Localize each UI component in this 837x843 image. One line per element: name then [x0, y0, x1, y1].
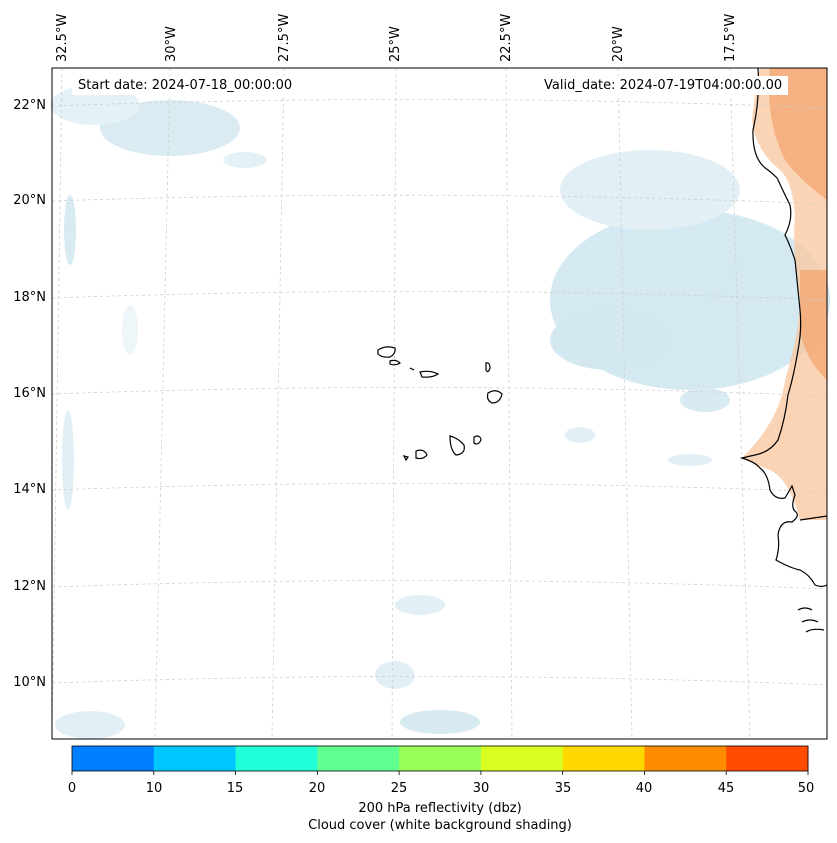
parallel-line [51, 387, 828, 397]
start-date-label: Start date: 2024-07-18_00:00:00 [72, 76, 299, 95]
colorbar-tick-label: 15 [226, 781, 244, 796]
colorbar-segment [644, 746, 727, 771]
parallel-line [51, 291, 828, 301]
meridian-line [271, 67, 285, 740]
parallel-line [51, 676, 828, 686]
meridian-line [51, 67, 63, 740]
reflectivity-core [769, 68, 827, 200]
cloud-patch [395, 595, 445, 615]
meridian-line [505, 67, 513, 740]
cloud-patch [560, 150, 740, 230]
island-sal [485, 362, 491, 373]
coastline [739, 67, 828, 633]
colorbar-segment [399, 746, 482, 771]
colorbar-segment [235, 746, 318, 771]
island-fogo [415, 449, 428, 460]
island-santo-antao [377, 346, 396, 358]
cloud-patch [375, 661, 415, 689]
cloud-patch [550, 310, 670, 370]
colorbar-frame [71, 745, 809, 772]
lon-label: 27.5°W [277, 13, 292, 62]
valid-date-label: Valid_date: 2024-07-19T04:00:00.00 [538, 76, 789, 95]
lat-label: 16°N [13, 386, 46, 401]
colorbar-tick-label: 40 [635, 781, 653, 796]
lon-label: 20°W [611, 26, 626, 62]
island-sao-vicente [389, 359, 401, 366]
lat-label: 20°N [13, 193, 46, 208]
colorbar-segment [317, 746, 400, 771]
lat-label: 22°N [13, 98, 46, 113]
colorbar-tick-label: 0 [67, 781, 77, 796]
meridian-line [154, 67, 171, 740]
cloud-shading [50, 85, 830, 739]
bissagos-islands [797, 607, 825, 633]
graticule [51, 67, 828, 740]
island-maio [473, 435, 482, 445]
cloud-patch [565, 427, 595, 443]
colorbar-tick-label: 30 [472, 781, 490, 796]
colorbar-segment [480, 746, 564, 771]
africa-coast [739, 67, 828, 588]
island-santiago [449, 435, 465, 456]
colorbar-segment [726, 746, 809, 771]
reflectivity-core [800, 270, 827, 380]
colorbar-ticks [71, 771, 809, 775]
cloud-patch [55, 711, 125, 739]
meridian-line [729, 67, 751, 740]
reflectivity-shading [742, 68, 827, 520]
cloud-patch [680, 388, 730, 412]
island-sao-nicolau [419, 370, 440, 378]
colorbar-segment [562, 746, 645, 771]
parallel-line [51, 99, 828, 109]
colorbar-tick-label: 45 [717, 781, 735, 796]
cloud-patch [122, 305, 138, 355]
lat-label: 18°N [13, 290, 46, 305]
colorbar-tick-label: 35 [554, 781, 572, 796]
cloud-patch [400, 710, 480, 734]
meridian-line [391, 67, 397, 740]
colorbar-tick-label: 20 [308, 781, 326, 796]
colorbar-sublabel: Cloud cover (white background shading) [308, 818, 572, 833]
parallel-line [51, 194, 828, 205]
cloud-patch [64, 195, 76, 265]
parallel-line [51, 580, 828, 590]
gambia-border [799, 515, 828, 521]
lon-label: 30°W [164, 26, 179, 62]
island-santa-luzia [409, 367, 415, 371]
parallel-line [51, 483, 828, 493]
lat-label: 14°N [13, 482, 46, 497]
lon-label: 25°W [388, 26, 403, 62]
meridian-line [617, 67, 633, 740]
lat-label: 10°N [13, 675, 46, 690]
cape-verde-islands [377, 346, 503, 462]
lat-label: 12°N [13, 579, 46, 594]
lon-label: 32.5°W [55, 13, 70, 62]
colorbar [72, 746, 809, 771]
colorbar-tick-label: 50 [797, 781, 815, 796]
cloud-patch [223, 152, 267, 168]
lon-label: 17.5°W [723, 13, 738, 62]
map-frame [51, 67, 828, 740]
island-boa-vista [486, 390, 503, 404]
colorbar-tick-label: 10 [145, 781, 163, 796]
colorbar-label: 200 hPa reflectivity (dbz) [358, 801, 522, 816]
cloud-patch [62, 410, 74, 510]
colorbar-tick-label: 25 [390, 781, 408, 796]
cloud-patch [668, 454, 712, 466]
lon-label: 22.5°W [499, 13, 514, 62]
island-brava [402, 455, 409, 462]
colorbar-segment [72, 746, 155, 771]
cloud-patch [50, 85, 140, 125]
colorbar-segment [153, 746, 237, 771]
